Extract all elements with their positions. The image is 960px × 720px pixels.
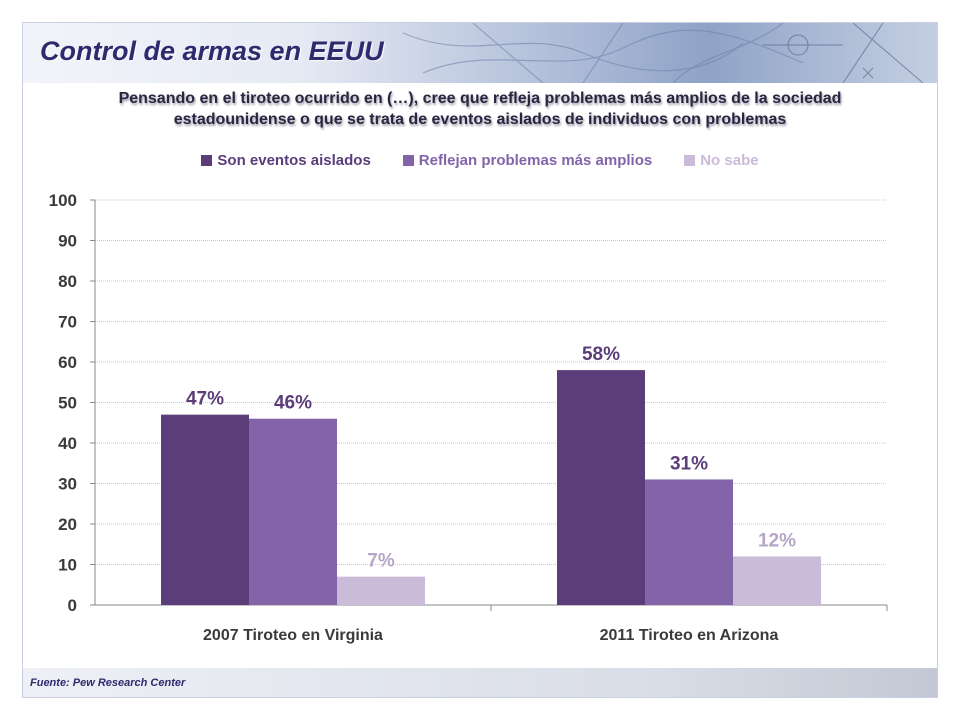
chart-title: Pensando en el tiroteo ocurrido en (…), … bbox=[60, 88, 900, 130]
x-category-label: 2007 Tiroteo en Virginia bbox=[203, 627, 383, 644]
x-category-label: 2011 Tiroteo en Arizona bbox=[600, 627, 779, 644]
bar-1-1 bbox=[161, 414, 249, 605]
y-tick-label: 80 bbox=[58, 272, 77, 291]
legend-item-no-sabe: No sabe bbox=[684, 152, 759, 169]
bar-2-1 bbox=[249, 418, 337, 605]
y-tick-label: 40 bbox=[58, 434, 77, 453]
chart-title-line-1: Pensando en el tiroteo ocurrido en (…), … bbox=[118, 90, 842, 107]
data-label: 58% bbox=[582, 344, 620, 365]
header-banner bbox=[23, 23, 937, 83]
data-label: 7% bbox=[367, 551, 395, 572]
y-tick-label: 90 bbox=[58, 232, 77, 251]
legend-swatch bbox=[684, 155, 696, 166]
y-tick-label: 20 bbox=[58, 515, 77, 534]
data-label: 31% bbox=[670, 453, 708, 474]
data-label: 12% bbox=[758, 530, 796, 551]
y-tick-label: 30 bbox=[58, 475, 77, 494]
y-tick-label: 70 bbox=[58, 313, 77, 332]
legend-label: No sabe bbox=[700, 152, 759, 169]
source-note: Fuente: Pew Research Center bbox=[30, 677, 186, 689]
bar-chart: 0 10 20 30 40 50 60 70 80 90 100 47% 46% 7% 2007 Tirot… bbox=[49, 191, 888, 644]
footer-band bbox=[23, 668, 937, 697]
legend-label: Son eventos aislados bbox=[217, 152, 371, 169]
legend-item-son-eventos-aislados: Son eventos aislados bbox=[201, 152, 371, 169]
chart-title-line-2: estadounidense o que se trata de eventos… bbox=[173, 111, 787, 128]
legend-swatch bbox=[201, 155, 213, 166]
chart-legend: Son eventos aislados Reflejan problemas … bbox=[0, 152, 960, 169]
y-tick-label: 0 bbox=[68, 596, 77, 615]
bar-1-2 bbox=[557, 370, 645, 605]
data-label: 47% bbox=[186, 389, 224, 410]
slide-title: Control de armas en EEUU bbox=[40, 36, 384, 66]
legend-label: Reflejan problemas más amplios bbox=[418, 152, 653, 169]
y-tick-label: 100 bbox=[49, 191, 77, 210]
y-tick-label: 10 bbox=[58, 556, 77, 575]
y-tick-label: 60 bbox=[58, 353, 77, 372]
data-label: 46% bbox=[274, 393, 312, 414]
slide-frame bbox=[22, 22, 938, 698]
bar-2-2 bbox=[645, 479, 733, 605]
legend-swatch bbox=[402, 155, 414, 166]
decorative-network-graphic bbox=[402, 23, 924, 83]
y-tick-label: 50 bbox=[58, 394, 77, 413]
legend-item-reflejan-problemas: Reflejan problemas más amplios bbox=[402, 152, 653, 169]
bar-3-1 bbox=[337, 576, 425, 605]
bar-3-2 bbox=[733, 556, 821, 605]
